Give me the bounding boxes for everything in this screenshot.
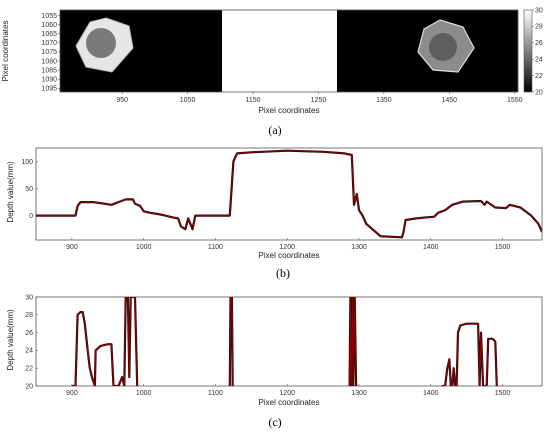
plot-b-x-tick-label: 900	[66, 244, 78, 251]
colorbar-tick-label: 26	[535, 40, 543, 47]
plot-c-x-tick-label: 1200	[279, 390, 295, 397]
plot-b-y-tick-label: 100	[21, 159, 33, 166]
plot-c-ticks: 900 1000 1100 1200 1300 1400 1500 20 22 24 26 28 30	[25, 294, 510, 397]
plot-b-series-shadow	[36, 149, 542, 239]
plot-c-x-tick-label: 1500	[495, 390, 511, 397]
plot-b-xlabel: Pixel coordinates	[259, 251, 320, 260]
plot-b-y-tick-label: 0	[29, 213, 33, 220]
colorbar-tick-label: 20	[535, 89, 543, 96]
heatmap-y-tick-label: 1085	[41, 67, 57, 74]
heatmap-xlabel: Pixel coordinates	[259, 106, 320, 115]
plot-b-x-tick-label: 1200	[279, 244, 295, 251]
plot-c-x-tick-label: 1000	[136, 390, 152, 397]
heatmap-y-tick-label: 1075	[41, 49, 57, 56]
plot-c-series-shadow	[71, 297, 139, 386]
heatmap-y-tick-label: 1070	[41, 40, 57, 47]
colorbar-tick-label: 24	[535, 57, 543, 64]
plot-c-frame	[35, 296, 543, 387]
heatmap-x-tick-label: 1550	[507, 97, 523, 104]
plot-c-series	[71, 297, 498, 386]
plot-c-x-tick-label: 1400	[423, 390, 439, 397]
plot-c-y-tick-label: 28	[25, 312, 33, 319]
plot-b-x-tick-label: 1500	[495, 244, 511, 251]
colorbar-tick-label: 22	[535, 73, 543, 80]
center-block	[222, 10, 337, 92]
heatmap-x-tick-label: 1250	[311, 97, 327, 104]
plot-b-frame	[35, 147, 543, 241]
plot-c-y-tick-label: 22	[25, 366, 33, 373]
plot-b-ticks: 900 1000 1100 1200 1300 1400 1500 0 50 100	[21, 159, 510, 251]
caption-a: (a)	[268, 123, 281, 137]
plot-b-x-tick-label: 1000	[136, 244, 152, 251]
plot-c-ylabel: Depth value(mm)	[6, 309, 15, 371]
plot-b-series	[36, 149, 542, 239]
plot-b-x-tick-label: 1300	[351, 244, 367, 251]
left-circle	[86, 28, 116, 58]
heatmap-y-tick-label: 1095	[41, 86, 57, 93]
colorbar-tick-label: 30	[535, 7, 543, 14]
plot-b-x-tick-label: 1100	[208, 244, 223, 251]
heatmap-x-tick-label: 1450	[442, 97, 458, 104]
colorbar	[523, 9, 533, 93]
plot-c-x-tick-label: 1300	[351, 390, 367, 397]
heatmap-x-tick-label: 1050	[180, 97, 196, 104]
caption-b: (b)	[276, 266, 290, 280]
plot-c-series-line	[441, 323, 498, 386]
plot-c-y-tick-label: 24	[25, 348, 33, 355]
heatmap-y-tick-label: 1080	[41, 58, 57, 65]
right-circle	[429, 33, 457, 61]
plot-c-series-line	[71, 297, 138, 386]
heatmap-ylabel: Pixel coordinates	[1, 21, 10, 82]
colorbar-tick-label: 28	[535, 24, 543, 31]
heatmap-x-tick-label: 1150	[245, 97, 260, 104]
plot-c-x-tick-label: 900	[66, 390, 78, 397]
heatmap-x-ticks: 950 1050 1150 1250 1350 1450 1550	[116, 92, 523, 104]
plot-c-series-line	[229, 297, 234, 386]
heatmap-x-tick-label: 950	[116, 97, 128, 104]
colorbar-ticks: 20 22 24 26 28 30	[532, 7, 543, 96]
heatmap-frame	[59, 9, 519, 93]
heatmap-y-tick-label: 1055	[41, 13, 57, 20]
panel-a: 1055 1060 1065 1070 1075 1080 1085 1090 1095 950…	[1, 7, 543, 137]
plot-c-y-tick-label: 26	[25, 330, 33, 337]
plot-b-series-line	[36, 150, 542, 238]
plot-b-x-tick-label: 1400	[423, 244, 439, 251]
plot-c-y-tick-label: 30	[25, 294, 33, 301]
caption-c: (c)	[268, 415, 281, 429]
heatmap-y-tick-label: 1060	[41, 22, 57, 29]
plot-c-y-tick-label: 20	[25, 383, 33, 390]
heatmap-y-ticks: 1055 1060 1065 1070 1075 1080 1085 1090 1095	[41, 13, 60, 93]
panel-c: 900 1000 1100 1200 1300 1400 1500202224262830 …	[6, 294, 543, 429]
plot-b-ylabel: Depth value(mm)	[6, 161, 15, 223]
heatmap-y-tick-label: 1090	[41, 77, 57, 84]
heatmap-x-tick-label: 1350	[376, 97, 392, 104]
heatmap-y-tick-label: 1065	[41, 31, 57, 38]
plot-c-x-tick-label: 1100	[208, 390, 223, 397]
plot-c-xlabel: Pixel coordinates	[259, 398, 320, 407]
plot-b-y-tick-label: 50	[25, 186, 33, 193]
panel-b: 900 1000 1100 1200 1300 1400 1500 0 50 100 Pixel …	[6, 147, 543, 280]
